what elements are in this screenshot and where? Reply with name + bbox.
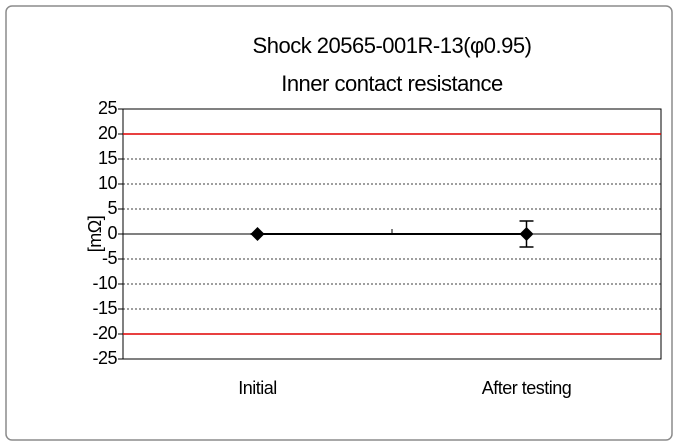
y-tick-label: -15: [92, 298, 117, 318]
y-tick-label: 15: [98, 148, 118, 168]
y-tick-label: 5: [107, 198, 117, 218]
marker: [519, 227, 534, 241]
y-tick-label: 20: [98, 123, 118, 143]
y-tick-label: -5: [102, 248, 117, 268]
y-axis-label: [mΩ]: [85, 216, 105, 252]
x-tick-label: Initial: [238, 378, 277, 398]
chart-subtitle: Inner contact resistance: [281, 71, 503, 96]
y-tick-label: -20: [92, 323, 117, 343]
y-tick-label: -10: [92, 273, 117, 293]
marker: [250, 227, 265, 241]
chart-title: Shock 20565-001R-13(φ0.95): [253, 33, 532, 58]
y-tick-label: 10: [98, 173, 118, 193]
y-tick-label: -25: [92, 348, 117, 368]
x-tick-label: After testing: [482, 378, 572, 398]
y-tick-label: 0: [107, 223, 117, 243]
y-tick-label: 25: [98, 98, 118, 118]
